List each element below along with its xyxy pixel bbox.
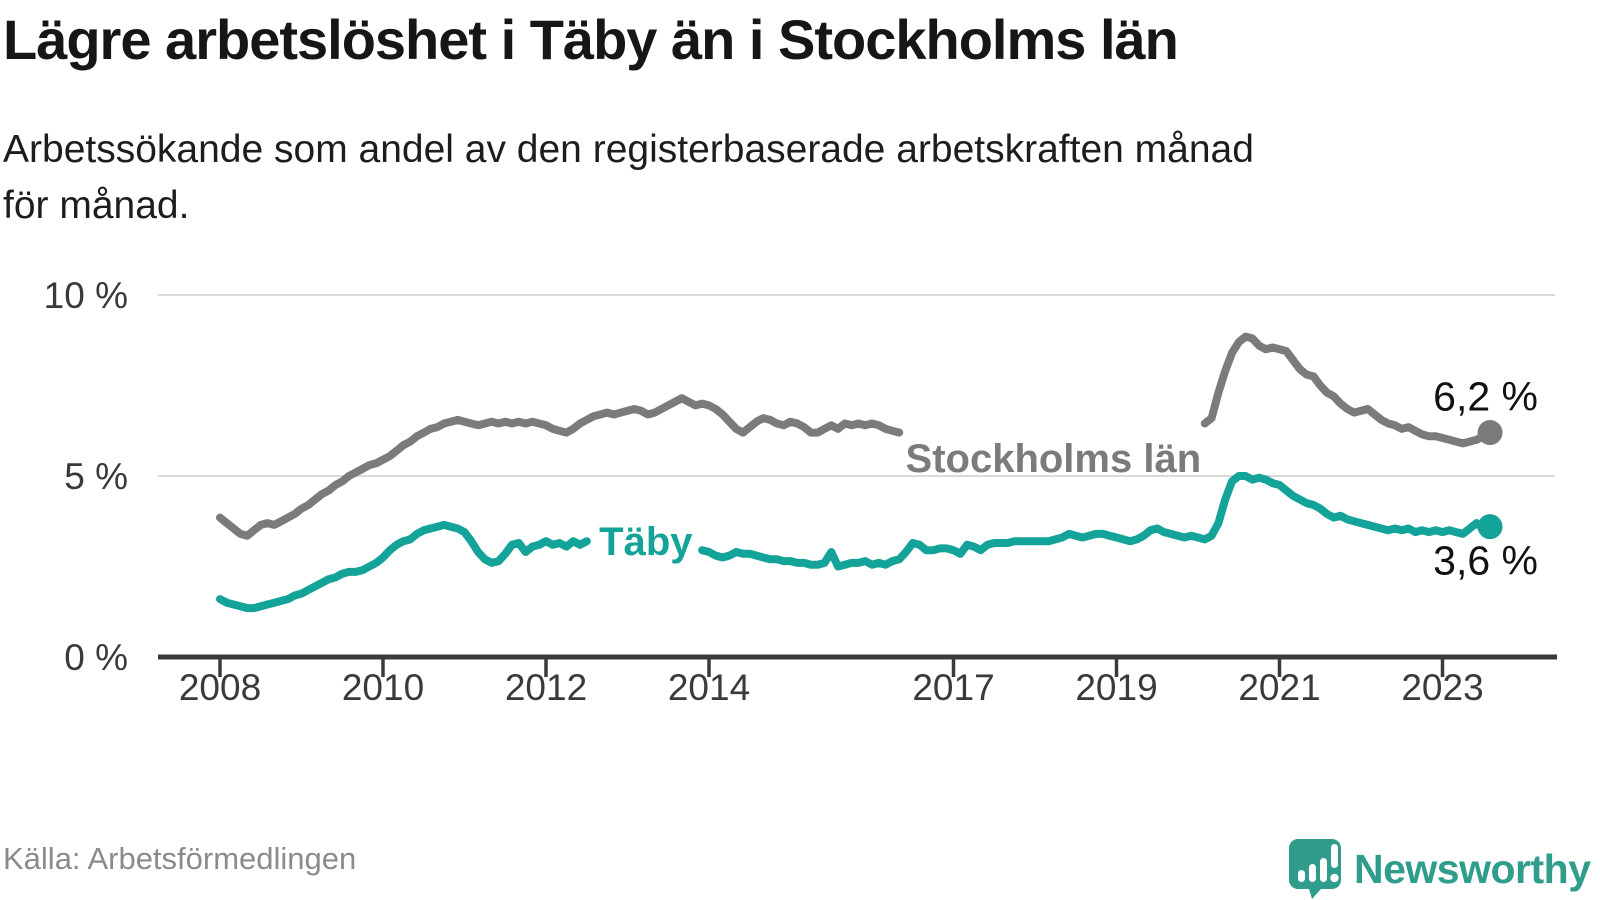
y-axis-tick-label: 10 % <box>44 275 128 316</box>
series-inline-label-taby: Täby <box>599 520 693 564</box>
series-end-dot <box>1477 514 1503 540</box>
y-axis-tick-label: 0 % <box>64 637 128 678</box>
x-axis-tick-label: 2010 <box>342 667 424 708</box>
newsworthy-bubble-chart-icon <box>1289 839 1341 899</box>
y-axis-tick-label: 5 % <box>64 456 128 497</box>
chart-title: Lägre arbetslöshet i Täby än i Stockholm… <box>3 8 1179 71</box>
series-end-value-label: 6,2 % <box>1433 374 1538 420</box>
series-end-dot <box>1477 420 1503 446</box>
x-axis-tick-label: 2014 <box>668 667 750 708</box>
x-axis-tick-label: 2017 <box>912 667 994 708</box>
chart-subtitle: Arbetssökande som andel av den registerb… <box>3 122 1563 234</box>
series-line-stockholms-lan <box>216 332 1494 540</box>
series-line-taby <box>216 472 1494 613</box>
x-axis-tick-label: 2023 <box>1401 667 1483 708</box>
x-axis-tick-label: 2008 <box>179 667 261 708</box>
newsworthy-brand-name: Newsworthy <box>1354 845 1591 892</box>
x-axis-tick-label: 2012 <box>505 667 587 708</box>
x-axis-tick-label: 2019 <box>1075 667 1157 708</box>
series-end-value-label: 3,6 % <box>1433 538 1538 584</box>
chart-subtitle-line-1: Arbetssökande som andel av den registerb… <box>3 128 1254 171</box>
series-inline-label-stockholms-lan: Stockholms län <box>906 437 1202 481</box>
newsworthy-logo: Newsworthy <box>1288 838 1598 900</box>
chart-subtitle-line-2: för månad. <box>3 183 190 227</box>
source-note: Källa: Arbetsförmedlingen <box>3 841 357 876</box>
x-axis-tick-label: 2021 <box>1238 667 1320 708</box>
